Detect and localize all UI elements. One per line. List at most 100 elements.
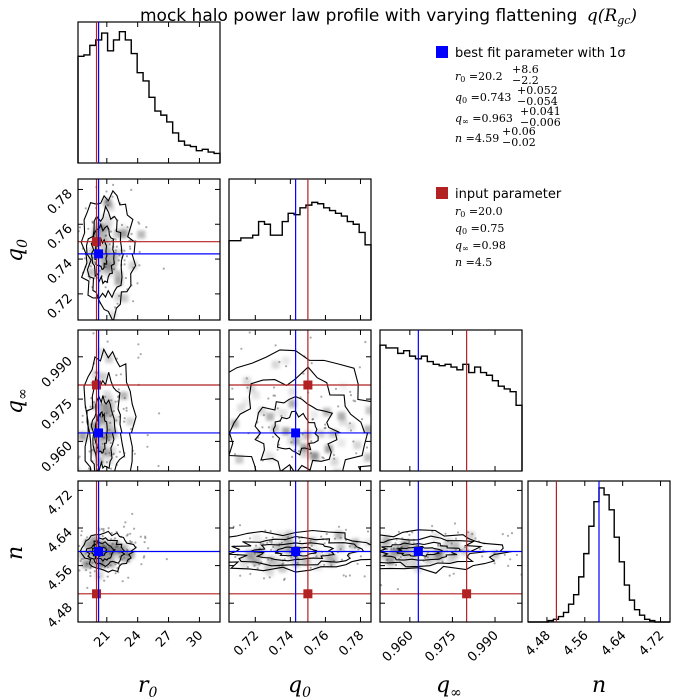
legend-input-swatch [436, 187, 448, 199]
y-tick-label-qinf-1: 0.975 [39, 396, 76, 433]
svg-text:+0.052: +0.052 [517, 84, 558, 97]
hist-line-r0 [77, 31, 221, 163]
best-fit-marker-qinf-n [413, 547, 423, 556]
svg-text:+0.06: +0.06 [502, 125, 536, 138]
svg-text:n =4.59: n =4.59 [455, 132, 499, 145]
svg-text:−0.02: −0.02 [502, 136, 536, 149]
x-tick-label-qinf-1: 0.975 [422, 628, 459, 665]
hist-panel-q0 [228, 178, 372, 321]
panel-frame-r0-q0 [77, 178, 221, 321]
best-fit-marker-q0-qinf [291, 428, 301, 438]
y-axis-label-qinf: q∞ [3, 388, 31, 414]
x-tick-label-r0-0: 21 [91, 628, 113, 650]
legend-best-fit-param-r0: r0 =20.2 +8.6 −2.2 [455, 63, 539, 87]
input-marker-r0-q0 [92, 237, 102, 247]
contour-q0-qinf-3 [272, 410, 319, 456]
panel-2d-r0-q0 [77, 178, 221, 321]
hist-frame-qinf [379, 329, 523, 472]
legend-input-label: input parameter [455, 187, 562, 202]
x-tick-label-r0-1: 24 [122, 628, 144, 650]
contour-r0-q0-2 [90, 222, 116, 285]
hist-line-q0 [228, 201, 372, 320]
y-tick-label-n-3: 4.72 [45, 488, 76, 519]
hist-panel-r0 [77, 21, 221, 164]
y-tick-label-q0-1: 0.74 [45, 256, 76, 287]
best-fit-marker-r0-n [94, 547, 104, 556]
hist-frame-q0 [228, 178, 372, 321]
svg-text:−2.2: −2.2 [512, 74, 539, 87]
svg-text:+8.6: +8.6 [512, 63, 539, 76]
contour-q0-qinf-2 [254, 396, 341, 471]
legend-input-param-qinf: q∞ =0.98 [455, 239, 506, 253]
panel-bg-q0-qinf [229, 330, 371, 471]
x-axis-label-r0: r0 [138, 673, 158, 700]
svg-text:q0 =0.743: q0 =0.743 [455, 91, 511, 105]
x-tick-label-n-0: 4.48 [523, 628, 554, 659]
input-marker-r0-n [92, 589, 102, 599]
contour-q0-n-2 [250, 542, 335, 562]
y-tick-label-n-1: 4.56 [45, 563, 76, 594]
x-tick-label-n-3: 4.72 [636, 628, 667, 659]
legend-input-param-n: n =4.5 [455, 256, 492, 269]
panel-2d-r0-n [77, 480, 221, 623]
hist-line-qinf [379, 344, 523, 471]
panel-frame-q0-n [228, 480, 372, 623]
legend-best-fit-param-n: n =4.59 +0.06 −0.02 [455, 125, 536, 149]
y-axis-label-n: n [3, 546, 28, 560]
y-tick-label-q0-3: 0.78 [45, 187, 76, 218]
panel-frame-r0-n [77, 480, 221, 623]
legend-best-fit-swatch [436, 46, 448, 58]
y-axis-label-q0: q0 [3, 239, 31, 262]
contour-r0-qinf-1 [86, 372, 126, 471]
x-tick-label-r0-2: 27 [153, 628, 175, 650]
svg-text:−0.006: −0.006 [520, 116, 561, 129]
best-fit-marker-q0-n [291, 547, 301, 556]
x-tick-label-n-2: 4.64 [598, 628, 629, 659]
legend-input-param-r0: r0 =20.0 [455, 205, 503, 219]
input-marker-r0-qinf [92, 380, 102, 390]
contour-q0-qinf-0 [229, 349, 371, 471]
density-q0-n [238, 530, 371, 577]
chart-title: mock halo power law profile with varying… [140, 6, 637, 27]
panel-2d-qinf-n [379, 480, 523, 623]
panel-2d-r0-qinf [77, 329, 221, 472]
y-tick-label-q0-0: 0.72 [45, 291, 76, 322]
best-fit-marker-r0-q0 [94, 249, 104, 259]
panel-frame-qinf-n [379, 480, 523, 623]
panel-2d-q0-qinf [228, 329, 372, 472]
contour-r0-q0-0 [80, 189, 137, 320]
x-tick-label-n-1: 4.56 [561, 628, 592, 659]
hist-panel-qinf [379, 329, 523, 472]
contour-q0-n-1 [229, 535, 365, 567]
svg-text:q∞ =0.963: q∞ =0.963 [455, 112, 513, 126]
legend-best-fit-param-q0: q0 =0.743 +0.052 −0.054 [455, 84, 558, 108]
contour-r0-n-0 [79, 530, 137, 573]
legend-best-fit-param-qinf: q∞ =0.963 +0.041 −0.006 [455, 105, 561, 129]
y-tick-label-n-2: 4.64 [45, 525, 76, 556]
svg-text:−0.054: −0.054 [517, 95, 558, 108]
x-axis-label-q0: q0 [288, 673, 311, 700]
contour-r0-n-1 [85, 537, 127, 568]
input-marker-q0-qinf [303, 380, 313, 390]
panel-2d-q0-n [228, 480, 372, 623]
panel-frame-r0-qinf [77, 329, 221, 472]
y-tick-label-qinf-0: 0.960 [39, 439, 76, 476]
legend-best-fit-label: best fit parameter with 1σ [455, 46, 626, 61]
panels-group [77, 21, 671, 623]
x-axis-label-qinf: q∞ [436, 673, 462, 700]
legend: best fit parameter with 1σ r0 =20.2 +8.6… [436, 46, 626, 269]
y-tick-label-q0-2: 0.76 [45, 221, 76, 252]
contour-q0-qinf-1 [229, 366, 369, 471]
x-tick-label-q0-3: 0.78 [336, 628, 367, 659]
x-tick-label-q0-2: 0.76 [301, 628, 332, 659]
contour-r0-q0-1 [85, 205, 125, 300]
input-marker-qinf-n [462, 589, 472, 599]
svg-text:+0.041: +0.041 [520, 105, 561, 118]
axis-labels: r0 q0 q∞ n q0 q∞ n [3, 239, 606, 700]
hist-panel-n [527, 480, 671, 623]
x-tick-label-r0-3: 30 [184, 628, 206, 650]
panel-frame-q0-qinf [228, 329, 372, 472]
contour-qinf-n-0 [380, 529, 513, 574]
contour-r0-qinf-2 [90, 395, 117, 471]
